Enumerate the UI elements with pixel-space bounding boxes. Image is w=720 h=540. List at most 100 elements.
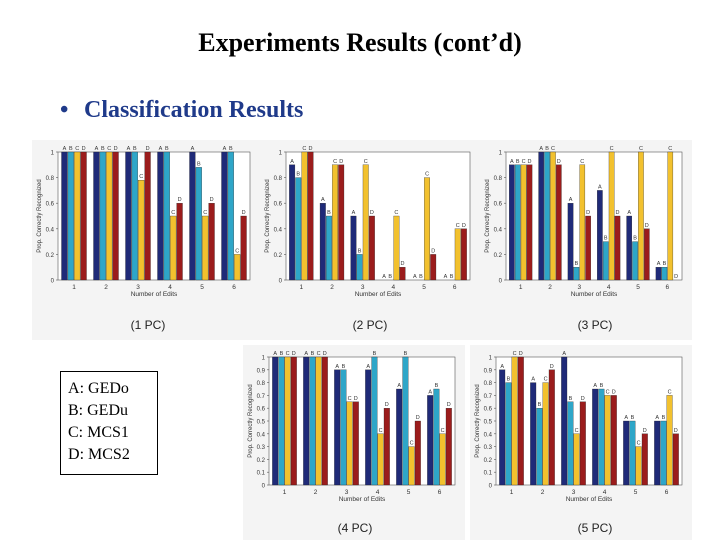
bar bbox=[514, 164, 521, 281]
bar bbox=[371, 356, 378, 486]
bar bbox=[433, 388, 440, 486]
bar-label: B bbox=[435, 383, 439, 389]
bar-label: D bbox=[519, 351, 523, 357]
bar bbox=[505, 382, 512, 486]
bar-label: C bbox=[75, 146, 79, 152]
bar-label: C bbox=[606, 389, 610, 395]
bar-label: D bbox=[416, 415, 420, 421]
bar bbox=[579, 164, 586, 281]
bar-label: C bbox=[317, 351, 321, 357]
bar-label: C bbox=[575, 428, 579, 434]
bar bbox=[234, 254, 241, 281]
bar-label: A bbox=[397, 383, 401, 389]
y-tick-label: 0.1 bbox=[484, 471, 493, 477]
bar bbox=[672, 433, 679, 486]
bar-label: B bbox=[569, 396, 573, 402]
bar-label: A bbox=[304, 351, 308, 357]
legend-item: B: GEDu bbox=[68, 402, 129, 419]
bar-label: D bbox=[146, 146, 150, 152]
bar-label: C bbox=[235, 248, 239, 254]
legend-label: GEDo bbox=[88, 380, 129, 397]
x-tick-label: 4 bbox=[603, 489, 607, 496]
bar-label: D bbox=[354, 396, 358, 402]
bar-label: B bbox=[631, 415, 635, 421]
x-tick-label: 1 bbox=[72, 284, 76, 291]
bar bbox=[608, 151, 615, 281]
bar-label: D bbox=[114, 146, 118, 152]
x-tick-label: 4 bbox=[392, 284, 396, 291]
x-tick-label: 3 bbox=[578, 284, 582, 291]
bar bbox=[326, 215, 332, 281]
bar bbox=[538, 151, 544, 281]
x-tick-label: 3 bbox=[572, 489, 576, 496]
bar bbox=[227, 151, 234, 281]
y-tick-label: 0.6 bbox=[484, 407, 493, 413]
bar bbox=[638, 151, 644, 281]
bar-label: C bbox=[668, 389, 672, 395]
bar-label: C bbox=[364, 159, 368, 165]
caption-3pc: (3 PC) bbox=[577, 318, 613, 332]
bar bbox=[644, 228, 650, 281]
bar bbox=[567, 401, 574, 486]
bar-label: C bbox=[441, 428, 445, 434]
bar-label: B bbox=[600, 383, 604, 389]
plot-area bbox=[268, 356, 456, 486]
bar bbox=[511, 356, 518, 486]
plot-area bbox=[495, 356, 683, 486]
bar-label: B bbox=[604, 236, 608, 242]
y-tick-label: 0.5 bbox=[484, 420, 493, 426]
bar-label: D bbox=[323, 351, 327, 357]
bar bbox=[542, 382, 549, 486]
bar bbox=[365, 369, 372, 486]
bar bbox=[221, 151, 228, 281]
y-axis-label: Prop. Correctly Recognized bbox=[475, 384, 481, 457]
bar bbox=[202, 215, 209, 281]
y-tick-label: 0.7 bbox=[484, 394, 493, 400]
bar bbox=[526, 164, 533, 281]
bar bbox=[561, 356, 568, 486]
legend-key: A bbox=[68, 380, 80, 397]
chart-5pc: 0 0.1 0.2 0.3 0.4 0.5 0.6 0.7 0.8 0.9 1 Prop. Corre… bbox=[475, 351, 683, 503]
bar bbox=[144, 151, 151, 281]
y-tick-label: 0.6 bbox=[494, 202, 503, 208]
bar bbox=[176, 203, 183, 281]
chart-3pc: 0 0.2 0.4 0.6 0.8 1 Prop. Correctly Recognized… bbox=[485, 146, 683, 298]
x-tick-label: 1 bbox=[510, 489, 514, 496]
bar bbox=[660, 420, 667, 486]
bar bbox=[303, 356, 310, 486]
bar-label: A bbox=[127, 146, 131, 152]
bar-label: B bbox=[280, 351, 284, 357]
bar bbox=[112, 151, 119, 281]
y-tick-label: 0.8 bbox=[484, 381, 493, 387]
bar bbox=[439, 433, 446, 486]
legend-label: MCS2 bbox=[88, 446, 130, 463]
y-tick-label: 0.3 bbox=[257, 445, 266, 451]
bar bbox=[93, 151, 100, 281]
x-tick-label: 2 bbox=[548, 284, 552, 291]
bar-label: A bbox=[159, 146, 163, 152]
bar-label: B bbox=[342, 364, 346, 370]
bar bbox=[356, 254, 363, 281]
bar-label: C bbox=[379, 428, 383, 434]
x-tick-label: 6 bbox=[232, 284, 236, 291]
y-tick-label: 0.3 bbox=[484, 445, 493, 451]
bar-label: C bbox=[522, 159, 526, 165]
x-tick-label: 5 bbox=[200, 284, 204, 291]
bar-label: D bbox=[643, 428, 647, 434]
legend-label: MCS1 bbox=[87, 424, 129, 441]
bar bbox=[567, 203, 574, 281]
chart-1pc: 0 0.2 0.4 0.6 0.8 1 Prop. Correctly Recognized… bbox=[37, 146, 251, 298]
bar-label: A bbox=[500, 364, 504, 370]
bar-label: B bbox=[516, 159, 520, 165]
x-axis-label: Number of Edits bbox=[131, 291, 178, 298]
bar-label: B bbox=[507, 377, 511, 383]
bar-label: C bbox=[639, 146, 643, 152]
bar-label: C bbox=[410, 441, 414, 447]
x-tick-label: 2 bbox=[314, 489, 318, 496]
x-tick-label: 1 bbox=[283, 489, 287, 496]
bar-label: B bbox=[229, 146, 233, 152]
bar-label: D bbox=[674, 428, 678, 434]
bar-label: B bbox=[419, 274, 423, 280]
bar bbox=[338, 164, 345, 281]
bullet-dot-icon: • bbox=[60, 97, 69, 123]
